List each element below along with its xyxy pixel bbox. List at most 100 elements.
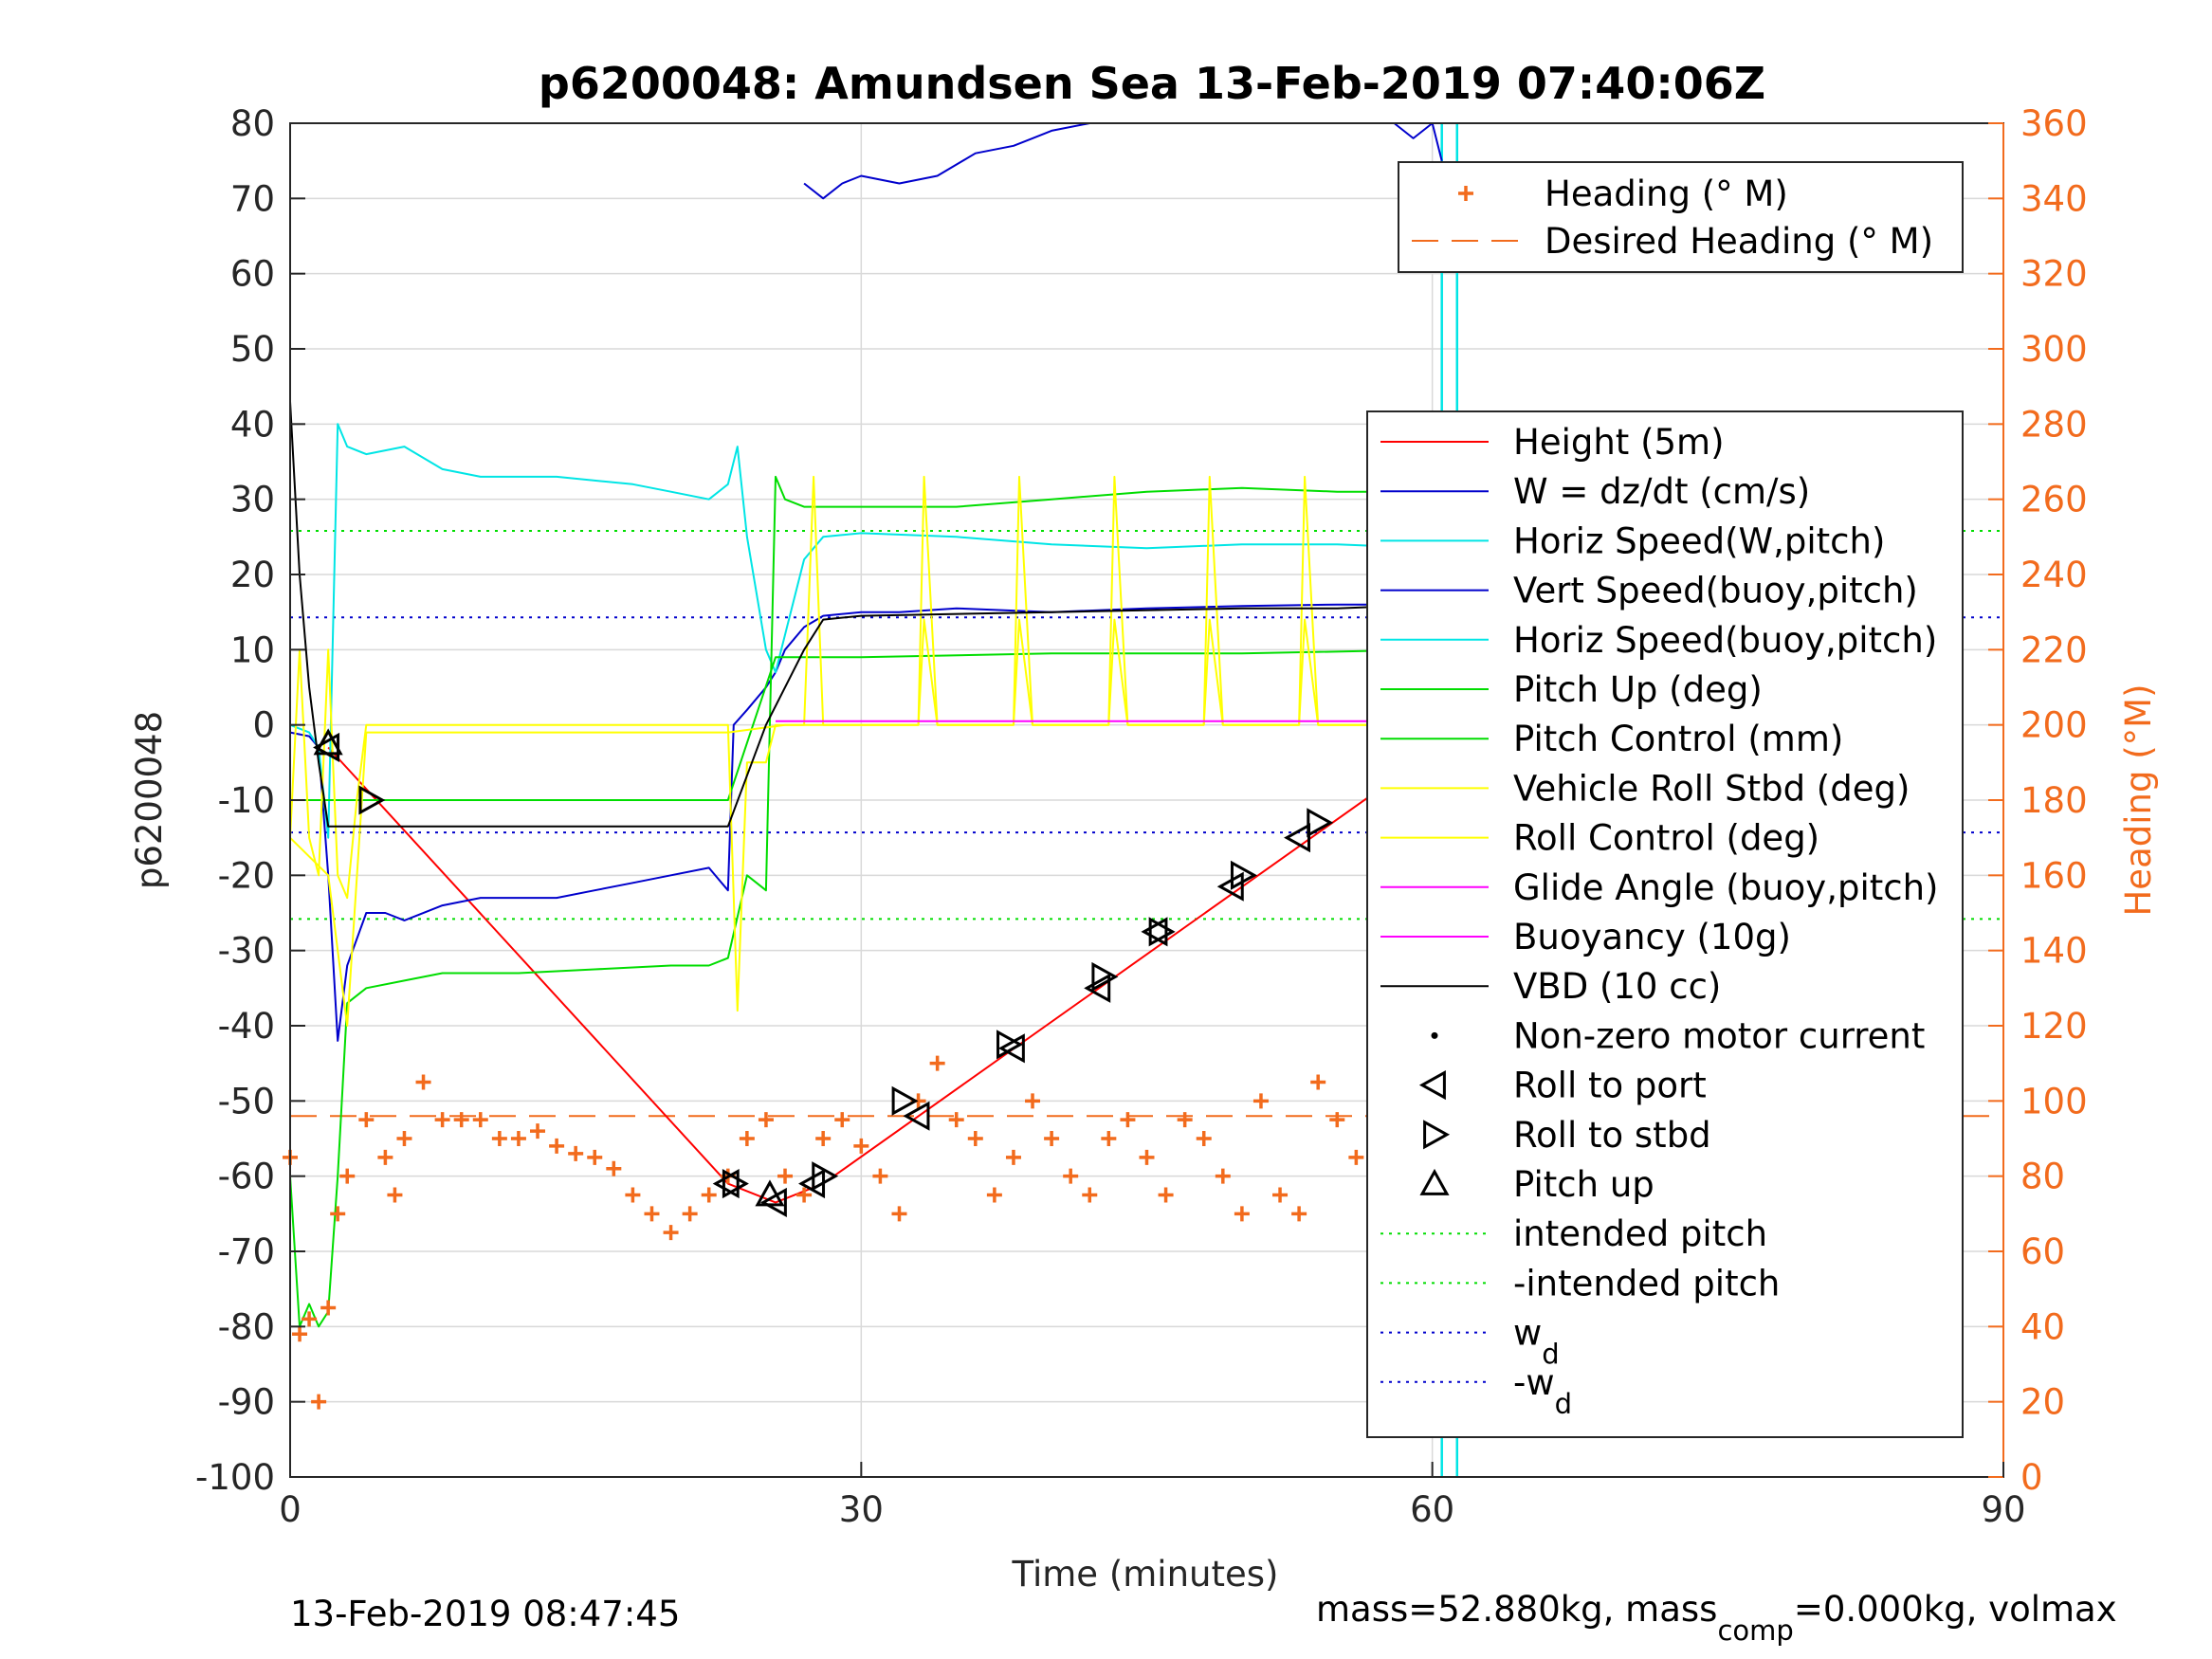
y2-tick-label: 20 — [2020, 1382, 2065, 1423]
legend-label: VBD (10 cc) — [1513, 966, 1721, 1007]
footer-timestamp: 13-Feb-2019 08:47:45 — [290, 1594, 680, 1634]
legend-main-row: Height (5m) — [1380, 422, 1725, 463]
y2-tick-label: 360 — [2020, 103, 2088, 144]
heading-point — [1120, 1112, 1136, 1128]
y2-tick-label: 120 — [2020, 1006, 2088, 1047]
legend-swatch — [1423, 1120, 1451, 1150]
heading-point — [701, 1187, 717, 1203]
legend-main-row: Roll to port — [1418, 1066, 1707, 1106]
heading-point — [568, 1145, 584, 1161]
legend-heading-row: Desired Heading (° M) — [1412, 221, 1933, 262]
heading-point — [302, 1311, 318, 1327]
heading-point — [396, 1131, 412, 1146]
legend-heading-box — [1398, 161, 1964, 273]
roll-to-stbd-marker — [891, 1085, 919, 1116]
y-tick-label: -60 — [218, 1157, 275, 1197]
legend-label: Roll Control (deg) — [1513, 818, 1819, 859]
heading-point — [606, 1160, 622, 1176]
legend-main-row: Pitch Up (deg) — [1380, 669, 1763, 710]
heading-point — [292, 1326, 308, 1342]
legend-main-row: Buoyancy (10g) — [1380, 917, 1791, 957]
roll-to-port-marker — [712, 1169, 740, 1199]
legend-main-row: wd — [1380, 1313, 1560, 1371]
heading-point — [796, 1187, 813, 1203]
y-tick-label: 10 — [230, 629, 275, 670]
heading-point — [739, 1131, 755, 1146]
legend-label: Glide Angle (buoy,pitch) — [1513, 867, 1938, 908]
y2-tick-label: 280 — [2020, 404, 2088, 445]
series-line — [289, 423, 1452, 839]
roll-to-stbd-marker — [996, 1030, 1024, 1060]
heading-point — [1082, 1187, 1098, 1203]
y-tick-label: 50 — [230, 329, 275, 370]
heading-point — [644, 1206, 660, 1222]
y2-tick-label: 240 — [2020, 555, 2088, 595]
roll-to-port-marker — [997, 1033, 1025, 1064]
legend-swatch — [1418, 1070, 1446, 1101]
legend-label: Non-zero motor current — [1513, 1015, 1925, 1056]
y2-tick-label: 300 — [2020, 329, 2088, 370]
heading-point — [491, 1131, 507, 1146]
legend-label: W = dz/dt (cm/s) — [1513, 471, 1810, 512]
footer-mass: mass=52.880kg, masscomp=0.000kg, volmax — [1316, 1589, 2117, 1647]
legend-label: -wd — [1513, 1362, 1572, 1420]
legend-label: Horiz Speed(W,pitch) — [1513, 520, 1885, 561]
y2-tick-label: 100 — [2020, 1081, 2088, 1121]
heading-point — [549, 1138, 565, 1154]
x-axis: 0 30 60 90 — [279, 1462, 2026, 1530]
roll-to-stbd-marker — [358, 785, 386, 815]
heading-point — [929, 1055, 945, 1071]
legend-main-row: Horiz Speed(buoy,pitch) — [1380, 620, 1937, 661]
heading-point — [320, 1300, 337, 1316]
legend-main-row: Pitch up — [1419, 1164, 1654, 1205]
x-tick-label: 0 — [279, 1489, 302, 1530]
y-tick-label: -100 — [195, 1457, 275, 1498]
heading-point — [872, 1168, 888, 1184]
series-group — [289, 122, 1472, 1328]
legend-main-row: Vehicle Roll Stbd (deg) — [1380, 768, 1910, 809]
legend-main-row: -intended pitch — [1380, 1263, 1780, 1304]
y2-tick-label: 320 — [2020, 254, 2088, 295]
legend-main-row: intended pitch — [1380, 1213, 1767, 1254]
chart-title: p6200048: Amundsen Sea 13-Feb-2019 07:40… — [539, 58, 1765, 109]
heading-point — [1139, 1149, 1155, 1165]
x-tick-label: 60 — [1410, 1489, 1454, 1530]
heading-point — [625, 1187, 641, 1203]
y-tick-label: 30 — [230, 480, 275, 520]
heading-point — [682, 1206, 698, 1222]
roll-to-stbd-marker — [1307, 808, 1334, 838]
heading-point — [434, 1112, 450, 1128]
heading-point — [663, 1225, 679, 1241]
heading-point — [1310, 1074, 1326, 1090]
legend-label: Vehicle Roll Stbd (deg) — [1513, 768, 1910, 809]
legend-heading-row: Heading (° M) — [1458, 173, 1788, 214]
legend-label: Roll to stbd — [1513, 1115, 1711, 1156]
roll-to-port-marker — [903, 1101, 930, 1131]
legend-main-row: Non-zero motor current — [1431, 1015, 1925, 1056]
heading-point — [339, 1168, 356, 1184]
heading-point — [377, 1149, 393, 1165]
heading-point — [1177, 1112, 1193, 1128]
legend-main-row: Roll Control (deg) — [1380, 818, 1819, 859]
heading-point — [1252, 1093, 1269, 1109]
heading-point — [415, 1074, 431, 1090]
heading-point — [510, 1131, 526, 1146]
legend-label: Vert Speed(buoy,pitch) — [1513, 571, 1918, 611]
roll-to-stbd-marker — [1148, 917, 1176, 947]
y2-tick-label: 340 — [2020, 178, 2088, 219]
heading-point — [387, 1187, 403, 1203]
y2-tick-label: 0 — [2020, 1457, 2043, 1498]
legend-main-box — [1366, 410, 1964, 1438]
heading-point — [948, 1112, 964, 1128]
roll-to-port-marker — [1284, 823, 1311, 853]
y2-tick-label: 80 — [2020, 1157, 2065, 1197]
y2-tick-label: 160 — [2020, 855, 2088, 896]
heading-point — [311, 1394, 327, 1410]
legend-label: Pitch Control (mm) — [1513, 719, 1843, 759]
y-tick-label: -10 — [218, 780, 275, 821]
legend-label: intended pitch — [1513, 1213, 1767, 1254]
pitch-up-marker — [313, 728, 343, 756]
legend-label: Buoyancy (10g) — [1513, 917, 1791, 957]
heading-point — [1025, 1093, 1041, 1109]
